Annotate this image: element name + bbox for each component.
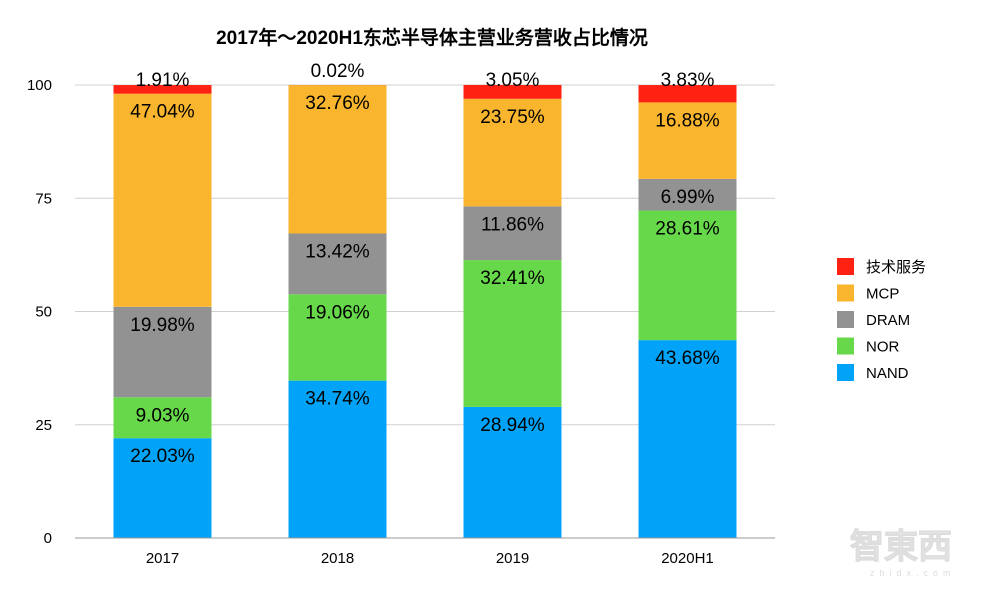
y-tick-label: 0 [44, 530, 52, 547]
data-label: 1.91% [136, 70, 190, 91]
x-tick-label: 2017 [146, 550, 179, 567]
data-label: 22.03% [130, 446, 195, 467]
svg-text:zhidx.com: zhidx.com [870, 568, 956, 578]
bar-segment-技术服务 [113, 85, 212, 94]
data-label: 16.88% [655, 110, 720, 131]
data-label: 9.03% [136, 405, 190, 426]
bar-segment-NAND [638, 340, 737, 538]
legend-label: NOR [866, 339, 900, 356]
bar-segment-NAND [463, 406, 562, 538]
bar-segment-NOR [463, 260, 562, 407]
legend-label: MCP [866, 286, 899, 303]
data-label: 32.76% [305, 93, 370, 114]
bar-segment-NOR [288, 294, 387, 381]
data-label: 0.02% [311, 61, 365, 82]
x-tick-label: 2019 [496, 550, 529, 567]
data-label: 3.83% [661, 70, 715, 91]
legend-swatch [837, 364, 854, 381]
watermark-logo: 智東西 zhidx.com [850, 528, 956, 579]
bar-segment-DRAM [288, 233, 387, 295]
data-label: 28.94% [480, 415, 545, 436]
data-label: 3.05% [486, 70, 540, 91]
svg-text:智東西: 智東西 [850, 528, 952, 566]
data-label: 11.86% [481, 214, 544, 235]
x-tick-label: 2020H1 [661, 550, 714, 567]
bar-segment-MCP [638, 102, 737, 179]
x-tick-label: 2018 [321, 550, 354, 567]
y-tick-label: 75 [35, 190, 52, 207]
bar-segment-DRAM [638, 178, 737, 211]
data-label: 19.98% [130, 315, 195, 336]
data-label: 32.41% [480, 268, 545, 289]
legend-label: DRAM [866, 312, 910, 329]
legend-label: NAND [866, 365, 909, 382]
bar-segment-DRAM [113, 306, 212, 398]
legend-swatch [837, 284, 854, 302]
data-label: 34.74% [305, 389, 370, 410]
bar-segment-NAND [113, 438, 212, 538]
y-tick-label: 25 [35, 417, 52, 434]
legend-label: 技术服务 [866, 259, 926, 276]
data-label: 19.06% [305, 302, 370, 323]
bar-segment-DRAM [463, 206, 562, 261]
data-label: 28.61% [655, 219, 720, 240]
y-tick-label: 50 [35, 304, 52, 321]
bar-segment-NAND [288, 380, 387, 538]
bar-segment-技术服务 [638, 85, 737, 103]
data-label: 6.99% [661, 187, 715, 208]
bar-segment-NOR [113, 397, 212, 439]
bar-segment-技术服务 [463, 84, 562, 99]
bar-segment-MCP [463, 98, 562, 207]
data-label: 47.04% [130, 102, 195, 123]
y-tick-label: 100 [27, 77, 52, 94]
bar-segment-MCP [288, 85, 387, 234]
chart-title: 2017年～2020H1东芯半导体主营业务营收占比情况 [216, 26, 648, 49]
data-label: 23.75% [480, 107, 545, 128]
legend-swatch [837, 258, 854, 275]
legend-swatch [837, 337, 854, 355]
data-label: 13.42% [305, 241, 370, 262]
legend-swatch [837, 311, 854, 328]
bar-segment-NOR [638, 210, 737, 341]
data-label: 43.68% [655, 348, 720, 369]
bar-segment-MCP [113, 93, 212, 307]
